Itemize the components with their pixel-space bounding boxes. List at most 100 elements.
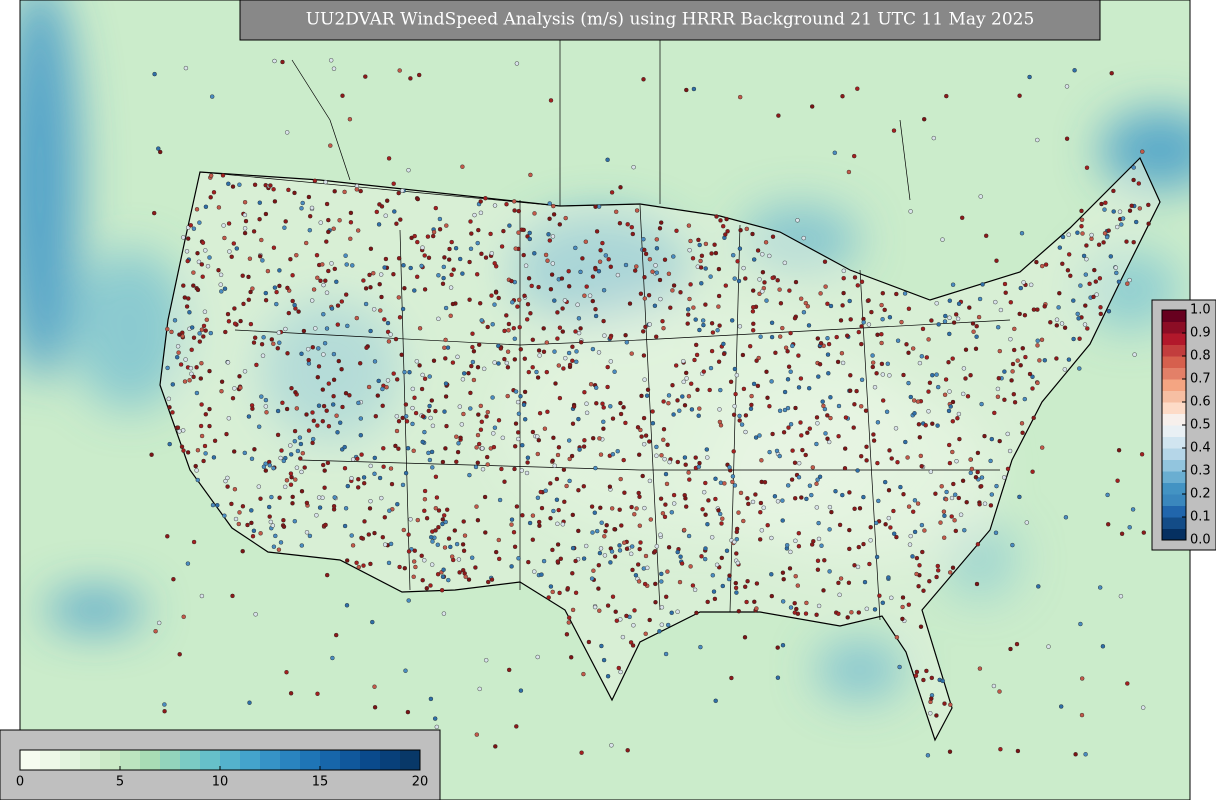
station-dot [203, 248, 208, 253]
station-dot [193, 463, 198, 469]
station-dot [401, 527, 406, 533]
station-dot [263, 468, 268, 473]
station-dot [541, 558, 547, 564]
station-dot [582, 438, 587, 443]
station-dot [497, 556, 502, 562]
station-dot [942, 535, 947, 540]
colorbar-segment [1162, 494, 1186, 506]
station-dot [177, 652, 182, 657]
station-dot [642, 296, 647, 301]
station-dot [618, 411, 624, 417]
station-dot [375, 393, 380, 398]
station-dot [597, 259, 603, 264]
station-dot [840, 93, 845, 99]
station-dot [254, 362, 259, 368]
station-dot [478, 210, 484, 216]
colorbar-tick-label: 0.0 [1190, 533, 1211, 548]
station-dot [331, 377, 337, 382]
station-dot [881, 398, 886, 403]
station-dot [480, 446, 485, 451]
station-dot [566, 269, 571, 274]
station-dot [719, 555, 724, 561]
station-dot [743, 413, 749, 418]
station-dot [775, 645, 780, 650]
station-dot [490, 322, 495, 327]
station-dot [288, 443, 293, 448]
station-dot [272, 285, 278, 290]
station-dot [258, 531, 263, 536]
station-dot [320, 419, 325, 424]
station-dot [1035, 137, 1040, 143]
station-dot [827, 569, 832, 574]
station-dot [743, 584, 748, 589]
station-dot [608, 264, 613, 269]
station-dot [781, 577, 786, 582]
station-dot [501, 228, 506, 234]
station-dot [856, 329, 861, 335]
station-dot [1062, 367, 1068, 372]
station-dot [178, 362, 184, 367]
station-dot [560, 522, 565, 527]
station-dot [475, 272, 480, 277]
station-dot [506, 321, 512, 327]
station-dot [825, 436, 830, 441]
station-dot [876, 498, 881, 504]
station-dot [998, 747, 1003, 752]
station-dot [509, 278, 514, 284]
station-dot [731, 449, 736, 454]
station-dot [188, 366, 194, 371]
station-dot [588, 382, 594, 387]
station-dot [754, 358, 759, 363]
station-dot [785, 543, 790, 548]
station-dot [574, 349, 579, 354]
station-dot [836, 611, 841, 616]
station-dot [855, 283, 860, 288]
station-dot [483, 255, 489, 260]
station-dot [460, 164, 465, 169]
station-dot [1079, 676, 1085, 681]
station-dot [485, 324, 490, 330]
station-dot [187, 378, 192, 383]
station-dot [426, 255, 432, 260]
station-dot [564, 632, 570, 637]
station-dot [301, 328, 307, 334]
station-dot [221, 223, 226, 228]
station-dot [563, 356, 568, 361]
station-dot [725, 229, 730, 234]
station-dot [684, 370, 689, 376]
station-dot [165, 326, 170, 332]
station-dot [736, 278, 742, 284]
station-dot [258, 254, 263, 259]
station-dot [1118, 594, 1124, 599]
station-dot [683, 496, 688, 501]
station-dot [618, 185, 623, 190]
station-dot [943, 377, 949, 382]
station-dot [554, 476, 560, 482]
station-dot [798, 376, 804, 381]
station-dot [926, 337, 931, 342]
station-dot [596, 563, 601, 568]
station-dot [309, 205, 315, 211]
station-dot [315, 375, 320, 380]
station-dot [713, 698, 718, 703]
station-dot [289, 475, 294, 480]
station-dot [798, 420, 803, 425]
station-dot [449, 272, 454, 277]
station-dot [530, 537, 535, 542]
station-dot [203, 328, 208, 333]
station-dot [948, 702, 953, 707]
station-dot [468, 219, 473, 224]
station-dot [345, 483, 350, 489]
station-dot [326, 229, 331, 235]
station-dot [557, 395, 563, 401]
station-dot [204, 317, 210, 322]
station-dot [657, 277, 663, 283]
station-dot [641, 353, 647, 358]
station-dot [172, 318, 178, 323]
station-dot [460, 542, 466, 547]
station-dot [579, 750, 584, 755]
station-dot [956, 301, 962, 306]
station-dot [1094, 292, 1099, 297]
station-dot [754, 581, 760, 586]
station-dot [226, 319, 232, 324]
